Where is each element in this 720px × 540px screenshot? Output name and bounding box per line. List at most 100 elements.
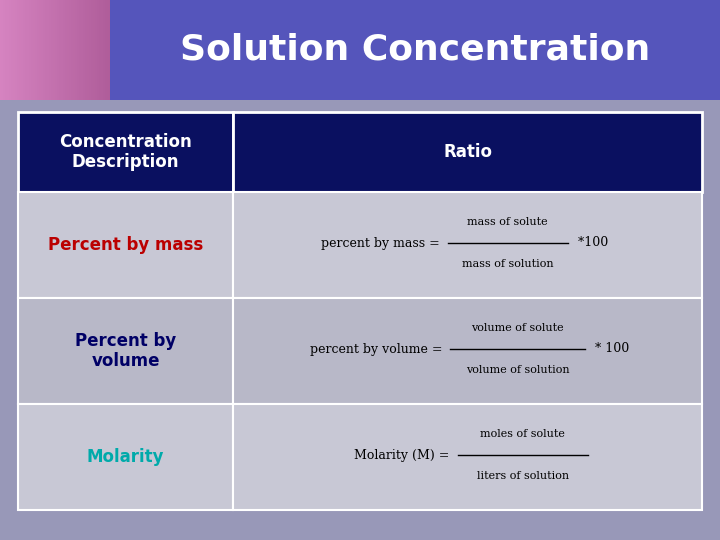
Bar: [40, 0, 41, 100]
Bar: [60, 0, 61, 100]
Bar: [37, 0, 38, 100]
Bar: [11, 0, 12, 100]
Text: volume of solute: volume of solute: [472, 323, 564, 333]
Bar: [75, 0, 76, 100]
Bar: [22, 0, 23, 100]
Text: Solution Concentration: Solution Concentration: [180, 33, 650, 67]
Bar: [94, 0, 95, 100]
Bar: [51, 0, 52, 100]
Text: Molarity: Molarity: [87, 448, 164, 466]
Bar: [105, 0, 106, 100]
Bar: [65, 0, 66, 100]
Bar: [1, 0, 2, 100]
Bar: [77, 0, 78, 100]
Bar: [15, 0, 16, 100]
Text: Percent by mass: Percent by mass: [48, 236, 203, 254]
Bar: [233, 298, 702, 404]
Bar: [32, 0, 33, 100]
Bar: [81, 0, 82, 100]
Bar: [64, 0, 65, 100]
Bar: [61, 0, 62, 100]
Bar: [58, 0, 59, 100]
Bar: [73, 0, 74, 100]
Bar: [0, 0, 110, 100]
Bar: [96, 0, 97, 100]
Bar: [63, 0, 64, 100]
Bar: [92, 0, 93, 100]
Bar: [53, 0, 54, 100]
Text: moles of solute: moles of solute: [480, 429, 565, 439]
Bar: [68, 0, 69, 100]
Bar: [104, 0, 105, 100]
Bar: [5, 0, 6, 100]
Bar: [79, 0, 80, 100]
Bar: [41, 0, 42, 100]
Bar: [28, 0, 29, 100]
Bar: [103, 0, 104, 100]
Text: Concentration
Description: Concentration Description: [59, 133, 192, 171]
Bar: [29, 0, 30, 100]
Bar: [76, 0, 77, 100]
Bar: [233, 192, 702, 298]
Bar: [70, 0, 71, 100]
Bar: [45, 0, 46, 100]
Bar: [88, 0, 89, 100]
Bar: [59, 0, 60, 100]
Bar: [34, 0, 35, 100]
Bar: [108, 0, 109, 100]
Bar: [80, 0, 81, 100]
Bar: [18, 192, 233, 298]
Bar: [82, 0, 83, 100]
Bar: [106, 0, 107, 100]
Bar: [84, 0, 85, 100]
Bar: [0, 0, 720, 100]
Bar: [98, 0, 99, 100]
Bar: [74, 0, 75, 100]
Bar: [57, 0, 58, 100]
Text: mass of solution: mass of solution: [462, 259, 554, 269]
Bar: [39, 0, 40, 100]
Bar: [99, 0, 100, 100]
Bar: [35, 0, 36, 100]
Bar: [62, 0, 63, 100]
Bar: [18, 0, 19, 100]
Bar: [21, 0, 22, 100]
Bar: [87, 0, 88, 100]
Bar: [25, 0, 26, 100]
Bar: [8, 0, 9, 100]
Bar: [0, 0, 1, 100]
Bar: [42, 0, 43, 100]
Bar: [48, 0, 49, 100]
Text: * 100: * 100: [591, 342, 629, 355]
Bar: [56, 0, 57, 100]
Bar: [26, 0, 27, 100]
Bar: [91, 0, 92, 100]
Text: liters of solution: liters of solution: [477, 471, 569, 481]
Bar: [101, 0, 102, 100]
Bar: [50, 0, 51, 100]
Bar: [17, 0, 18, 100]
Bar: [10, 0, 11, 100]
Bar: [54, 0, 55, 100]
Bar: [33, 0, 34, 100]
Text: Molarity (M) =: Molarity (M) =: [354, 449, 454, 462]
Bar: [233, 404, 702, 510]
Bar: [4, 0, 5, 100]
Text: Ratio: Ratio: [444, 143, 492, 161]
Bar: [95, 0, 96, 100]
Bar: [102, 0, 103, 100]
Bar: [90, 0, 91, 100]
Bar: [6, 0, 7, 100]
Text: *100: *100: [574, 237, 608, 249]
Bar: [52, 0, 53, 100]
Bar: [97, 0, 98, 100]
Bar: [72, 0, 73, 100]
Bar: [107, 0, 108, 100]
Bar: [36, 0, 37, 100]
Bar: [14, 0, 15, 100]
Bar: [30, 0, 31, 100]
Bar: [18, 298, 233, 404]
Bar: [12, 0, 13, 100]
Bar: [3, 0, 4, 100]
Bar: [9, 0, 10, 100]
